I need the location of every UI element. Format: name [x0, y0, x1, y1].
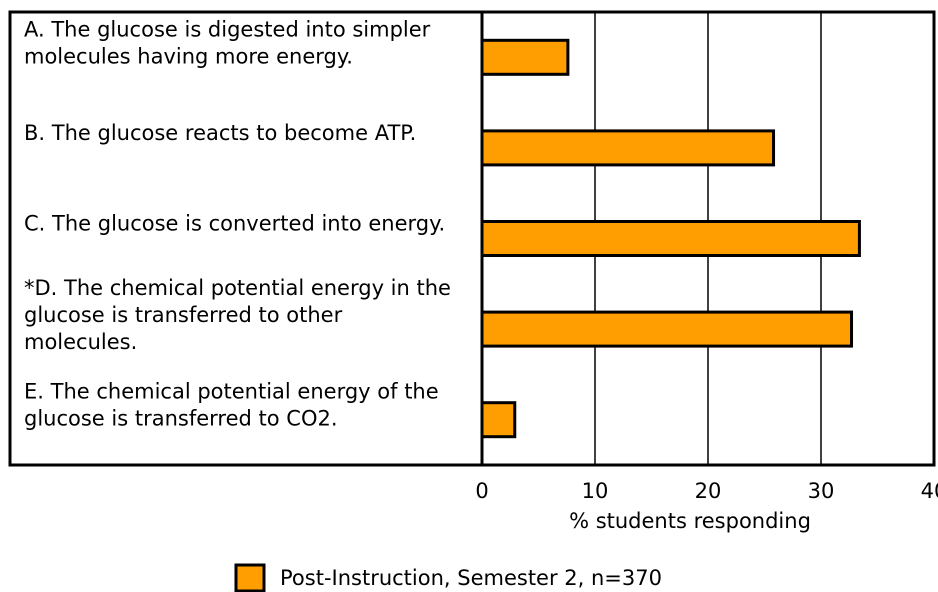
category-label: glucose is transferred to CO2. — [24, 407, 338, 431]
legend-label: Post-Instruction, Semester 2, n=370 — [280, 566, 662, 590]
category-label: molecules. — [24, 330, 137, 354]
x-tick-label: 10 — [582, 479, 609, 503]
x-tick-label: 40 — [921, 479, 938, 503]
category-label: C. The glucose is converted into energy. — [24, 212, 445, 236]
category-label: B. The glucose reacts to become ATP. — [24, 121, 416, 145]
category-label: E. The chemical potential energy of the — [24, 380, 439, 404]
category-label: glucose is transferred to other — [24, 303, 343, 327]
plot-frame — [8, 10, 936, 467]
x-tick-label: 30 — [808, 479, 835, 503]
category-label: *D. The chemical potential energy in the — [24, 276, 451, 300]
category-label: molecules having more energy. — [24, 44, 353, 68]
category-label: A. The glucose is digested into simpler — [24, 17, 431, 41]
bar — [480, 310, 854, 348]
x-axis-label: % students responding — [569, 509, 811, 533]
bar — [480, 401, 517, 439]
bar — [480, 220, 861, 257]
x-tick-label: 0 — [475, 479, 488, 503]
bar — [480, 129, 776, 167]
x-tick-label: 20 — [695, 479, 722, 503]
bar — [480, 38, 570, 76]
legend-swatch — [234, 563, 266, 592]
